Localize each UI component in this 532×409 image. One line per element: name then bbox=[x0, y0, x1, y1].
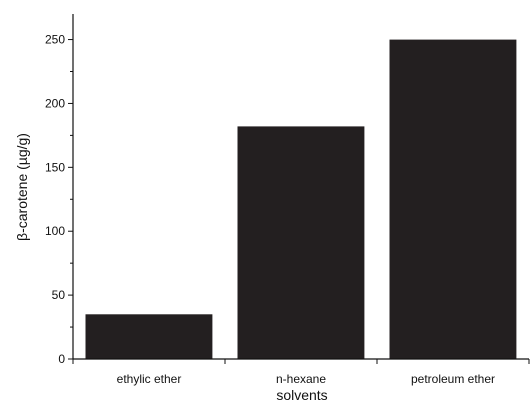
y-tick-label: 150 bbox=[45, 160, 65, 174]
y-tick-label: 0 bbox=[58, 352, 65, 366]
x-axis-title: solvents bbox=[276, 387, 327, 403]
y-axis: 0 50 100 150 200 250 bbox=[45, 14, 74, 366]
x-category-label: ethylic ether bbox=[117, 372, 182, 386]
x-category-label: n-hexane bbox=[276, 372, 326, 386]
x-axis: ethylic ether n-hexane petroleum ether bbox=[72, 358, 530, 386]
y-tick-label: 100 bbox=[45, 224, 65, 238]
bar-0 bbox=[85, 314, 213, 359]
y-tick-label: 200 bbox=[45, 96, 65, 110]
x-category-label: petroleum ether bbox=[411, 372, 495, 386]
y-tick-label: 50 bbox=[52, 288, 66, 302]
bars-group bbox=[85, 39, 517, 360]
y-tick-label: 250 bbox=[45, 33, 65, 47]
bar-1 bbox=[237, 126, 365, 360]
y-axis-title: β-carotene (µg/g) bbox=[14, 133, 30, 241]
bar-2 bbox=[389, 39, 517, 359]
